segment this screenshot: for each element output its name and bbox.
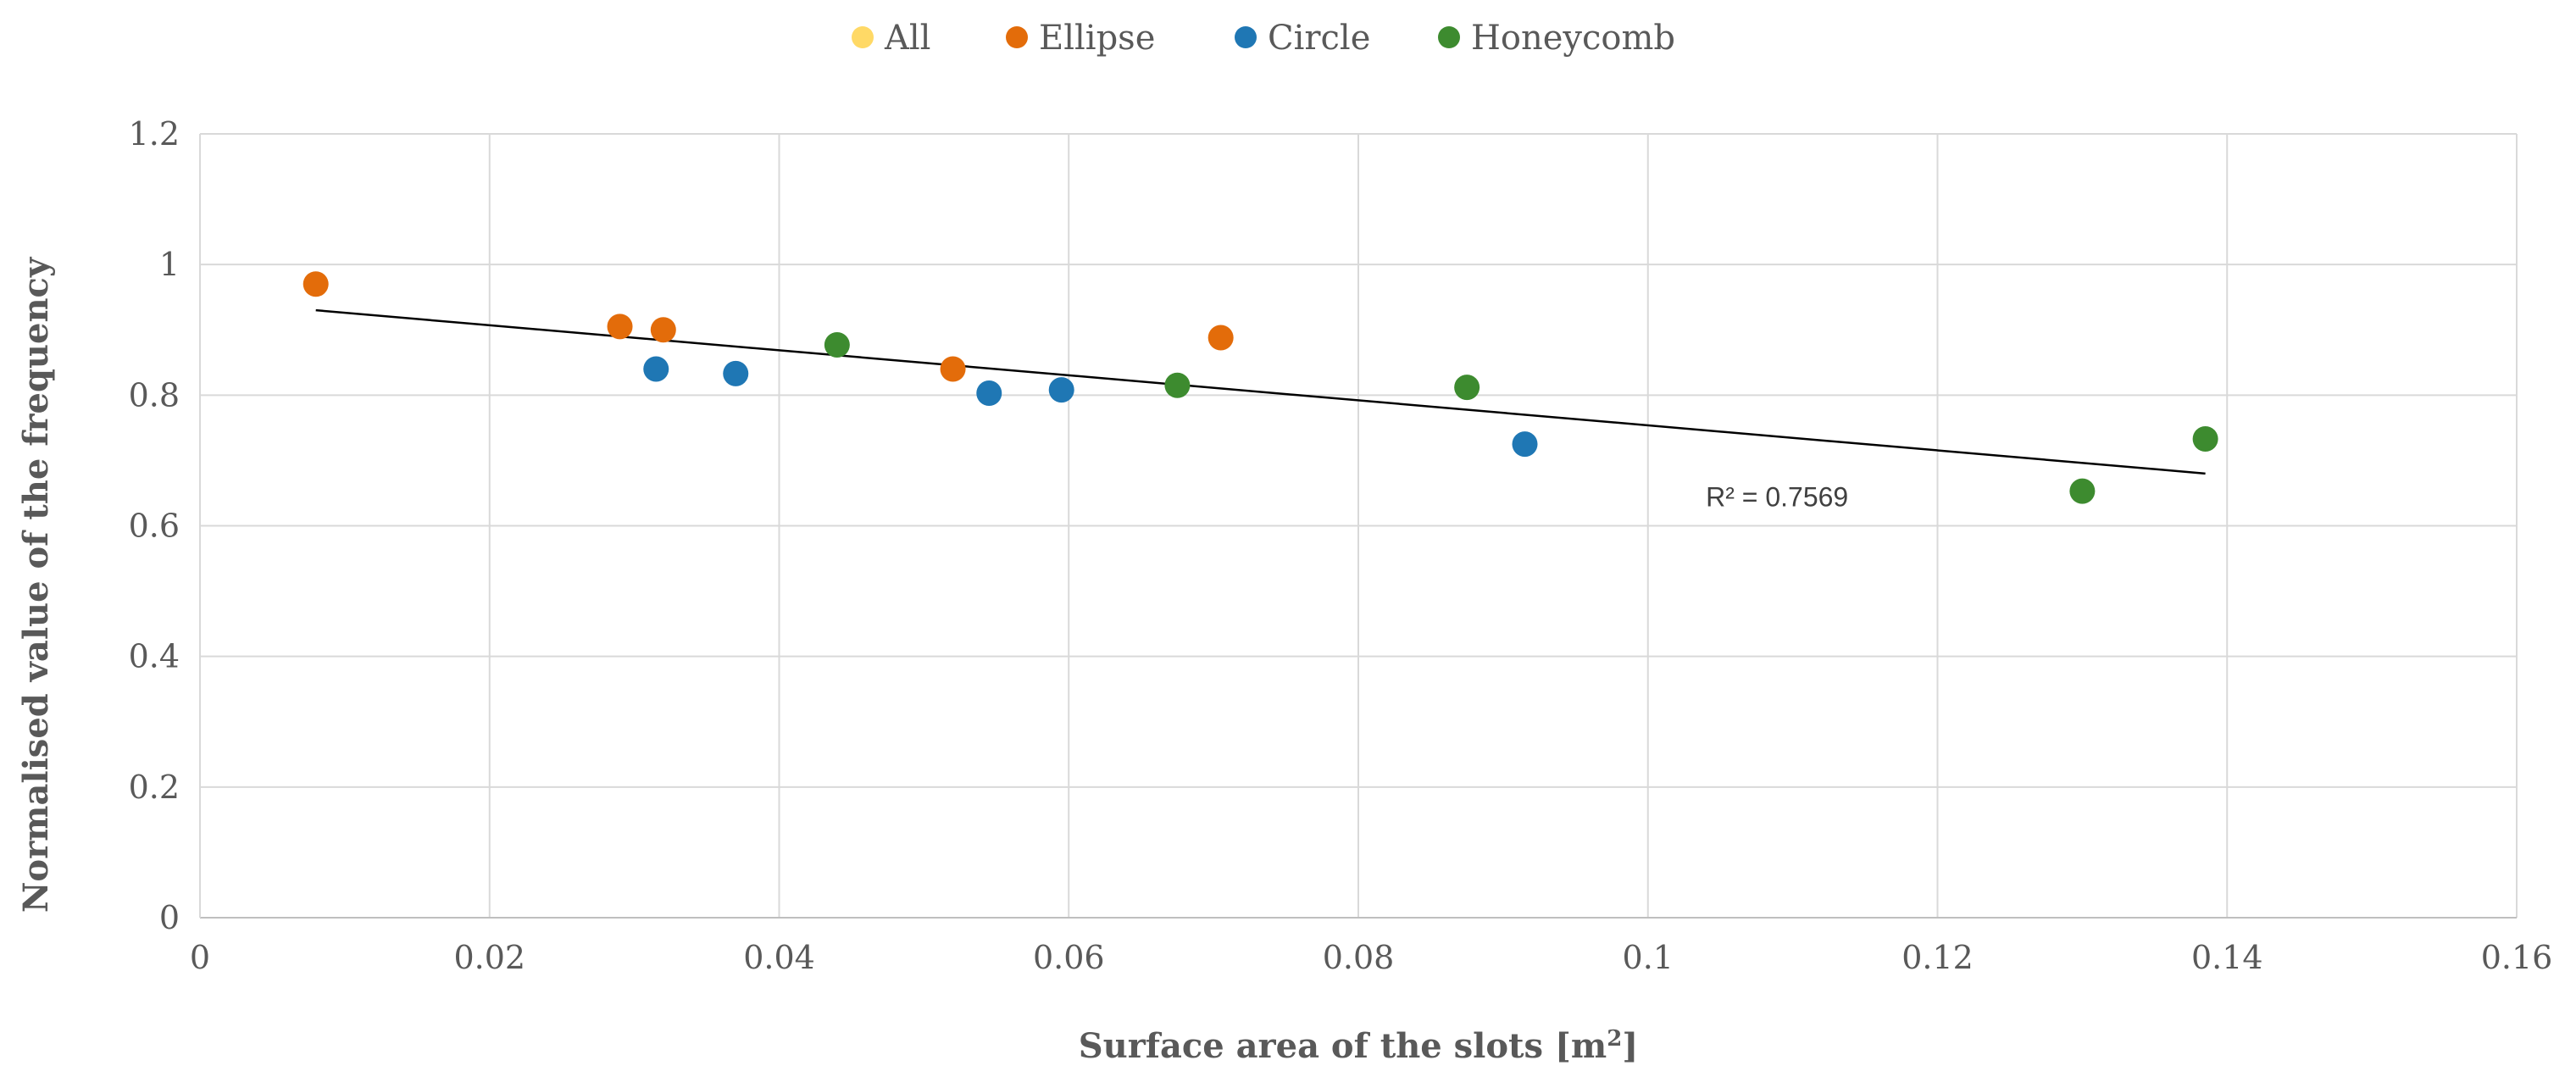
legend-label-ellipse: Ellipse: [1039, 19, 1155, 58]
x-axis-title: Surface area of the slots [m2]: [1079, 1026, 1639, 1066]
point-circle: [1512, 431, 1538, 458]
x-tick-label: 0.16: [2481, 939, 2553, 976]
trendline-group: R² = 0.7569: [315, 308, 2206, 512]
legend-label-all: All: [884, 19, 930, 58]
legend-label-circle: Circle: [1268, 19, 1370, 58]
trendline: [315, 308, 2206, 475]
r-squared-label: R² = 0.7569: [1706, 481, 1848, 512]
point-circle: [723, 360, 749, 386]
y-tick-label: 1: [159, 246, 180, 283]
legend: All Ellipse Circle Honeycomb: [852, 19, 1675, 58]
x-tick-label: 0: [190, 939, 210, 976]
point-ellipse: [1208, 325, 1234, 351]
axis-titles: Surface area of the slots [m2] Normalised…: [16, 256, 1638, 1066]
y-tick-label: 0: [159, 899, 180, 936]
x-tick-label: 0.04: [743, 939, 815, 976]
axes: 0 0.02 0.04 0.06 0.08 0.1 0.12 0.14 0.16 0 0.2 0.4 0…: [129, 115, 2553, 976]
legend-marker-circle: [1235, 26, 1257, 48]
y-tick-label: 0.4: [129, 638, 180, 675]
x-tick-label: 0.02: [453, 939, 525, 976]
y-axis-title: Normalised value of the frequency: [16, 256, 56, 913]
x-tick-label: 0.06: [1033, 939, 1105, 976]
point-honeycomb: [2069, 478, 2096, 504]
point-honeycomb: [1164, 372, 1191, 398]
y-tick-label: 0.8: [129, 376, 180, 414]
point-ellipse: [940, 356, 966, 382]
point-honeycomb: [1454, 375, 1480, 401]
y-tick-label: 1.2: [129, 115, 180, 153]
y-tick-label: 0.6: [129, 508, 180, 545]
point-honeycomb: [824, 331, 850, 358]
legend-marker-ellipse: [1006, 26, 1028, 48]
point-circle: [1048, 377, 1074, 403]
x-tick-label: 0.12: [1901, 939, 1974, 976]
x-tick-label: 0.08: [1323, 939, 1395, 976]
legend-marker-all: [852, 26, 874, 48]
point-ellipse: [607, 314, 633, 340]
x-tick-label: 0.1: [1623, 939, 1674, 976]
point-circle: [643, 356, 669, 382]
y-tick-label: 0.2: [129, 769, 180, 806]
point-ellipse: [650, 317, 676, 343]
point-circle: [976, 380, 1002, 407]
point-honeycomb: [2192, 425, 2218, 452]
legend-marker-honeycomb: [1438, 26, 1460, 48]
x-tick-label: 0.14: [2191, 939, 2263, 976]
grid-lines: [200, 133, 2518, 918]
point-ellipse: [303, 271, 329, 297]
legend-label-honeycomb: Honeycomb: [1471, 19, 1675, 58]
data-points: [303, 271, 2218, 504]
